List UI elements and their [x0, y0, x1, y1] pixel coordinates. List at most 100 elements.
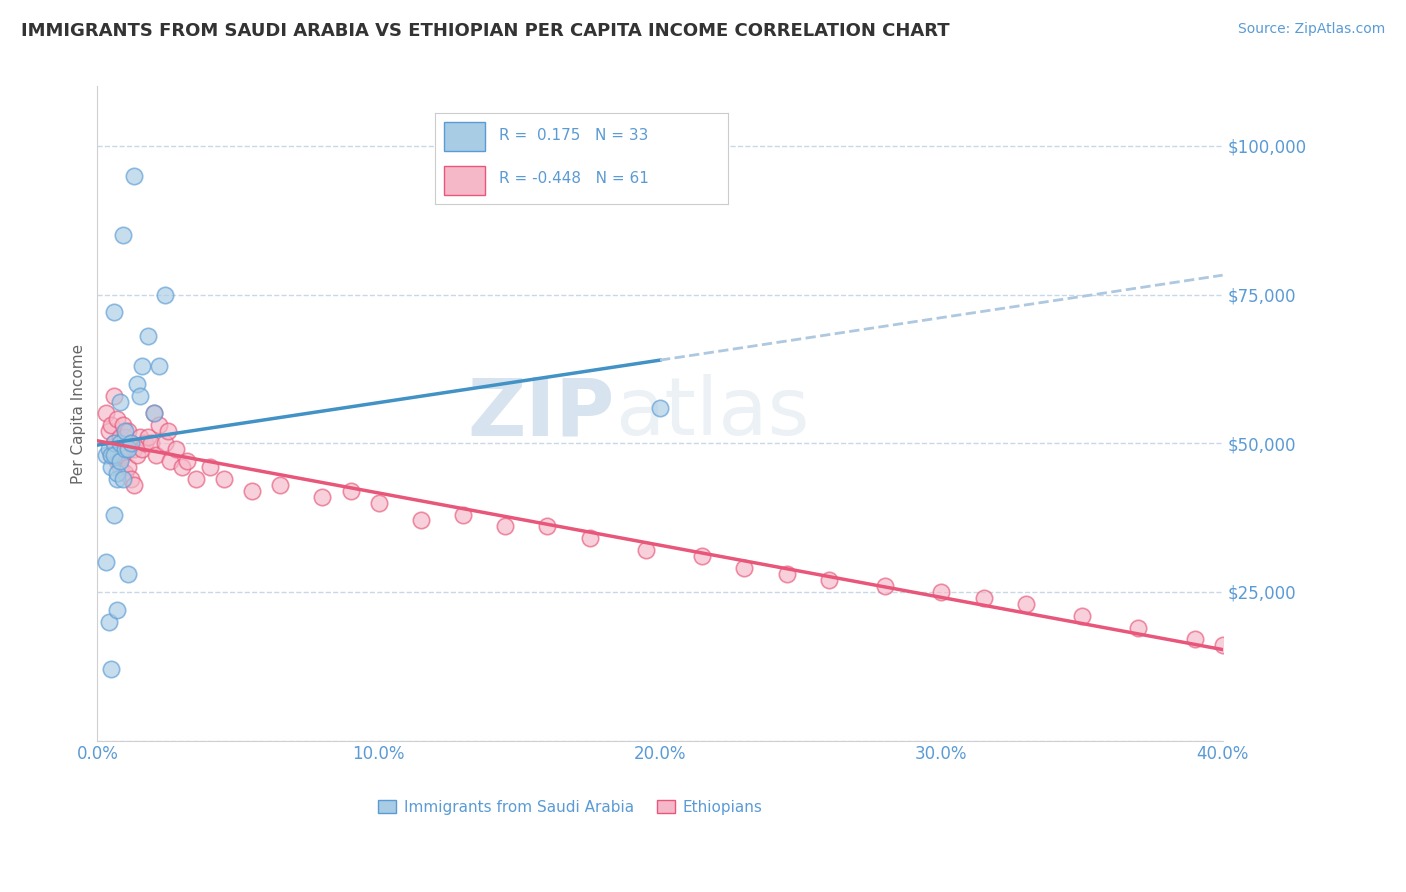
Text: Source: ZipAtlas.com: Source: ZipAtlas.com [1237, 22, 1385, 37]
Point [122, 169, 145, 183]
Point [634, 543, 657, 558]
Point [170, 460, 193, 475]
Point [1015, 597, 1038, 611]
Point [108, 436, 131, 450]
Point [159, 454, 181, 468]
Point [105, 472, 128, 486]
Point [111, 448, 134, 462]
Point [139, 436, 162, 450]
Point [153, 436, 176, 450]
Point [103, 305, 125, 319]
Point [117, 567, 139, 582]
Point [120, 436, 142, 450]
Point [117, 425, 139, 439]
Point [775, 567, 797, 582]
Point [114, 442, 136, 457]
Point [156, 425, 179, 439]
Point [648, 401, 671, 415]
Point [114, 430, 136, 444]
Point [311, 490, 333, 504]
Point [198, 460, 221, 475]
Point [103, 436, 125, 450]
Point [122, 478, 145, 492]
Point [108, 454, 131, 468]
Point [269, 478, 291, 492]
Point [153, 287, 176, 301]
Point [1212, 639, 1234, 653]
Point [105, 412, 128, 426]
Point [120, 472, 142, 486]
Point [125, 448, 148, 462]
Point [873, 579, 896, 593]
Point [367, 496, 389, 510]
Text: atlas: atlas [614, 375, 810, 452]
Point [111, 227, 134, 242]
Point [128, 389, 150, 403]
Point [122, 442, 145, 457]
Point [114, 425, 136, 439]
Point [973, 591, 995, 605]
Point [94, 448, 117, 462]
Point [184, 472, 207, 486]
Point [111, 472, 134, 486]
Point [536, 519, 558, 533]
Point [125, 376, 148, 391]
Point [136, 329, 159, 343]
Point [136, 430, 159, 444]
Point [100, 448, 122, 462]
Point [108, 430, 131, 444]
Point [103, 448, 125, 462]
Point [1184, 632, 1206, 647]
Point [128, 430, 150, 444]
Text: ZIP: ZIP [468, 375, 614, 452]
Point [131, 442, 153, 457]
Point [117, 460, 139, 475]
Point [131, 359, 153, 373]
Point [120, 436, 142, 450]
Point [451, 508, 474, 522]
Point [1128, 621, 1150, 635]
Point [103, 389, 125, 403]
Point [134, 436, 156, 450]
Point [97, 615, 120, 629]
Point [108, 460, 131, 475]
Point [100, 418, 122, 433]
Point [108, 394, 131, 409]
Point [494, 519, 516, 533]
Point [97, 442, 120, 457]
Point [212, 472, 235, 486]
Point [817, 573, 839, 587]
Point [145, 448, 167, 462]
Point [100, 460, 122, 475]
Point [165, 442, 187, 457]
Point [97, 425, 120, 439]
Y-axis label: Per Capita Income: Per Capita Income [72, 343, 86, 483]
Point [931, 585, 953, 599]
Point [94, 555, 117, 569]
Point [148, 359, 170, 373]
Point [409, 514, 432, 528]
Legend: Immigrants from Saudi Arabia, Ethiopians: Immigrants from Saudi Arabia, Ethiopians [371, 794, 769, 822]
Point [105, 454, 128, 468]
Point [733, 561, 755, 575]
Point [142, 407, 165, 421]
Point [105, 466, 128, 480]
Point [142, 407, 165, 421]
Point [105, 603, 128, 617]
Point [103, 436, 125, 450]
Point [578, 532, 600, 546]
Point [339, 483, 361, 498]
Point [111, 418, 134, 433]
Point [176, 454, 198, 468]
Point [148, 418, 170, 433]
Point [690, 549, 713, 564]
Text: IMMIGRANTS FROM SAUDI ARABIA VS ETHIOPIAN PER CAPITA INCOME CORRELATION CHART: IMMIGRANTS FROM SAUDI ARABIA VS ETHIOPIA… [21, 22, 949, 40]
Point [117, 442, 139, 457]
Point [114, 466, 136, 480]
Point [100, 448, 122, 462]
Point [240, 483, 263, 498]
Point [100, 662, 122, 676]
Point [1071, 608, 1094, 623]
Point [94, 407, 117, 421]
Point [103, 508, 125, 522]
